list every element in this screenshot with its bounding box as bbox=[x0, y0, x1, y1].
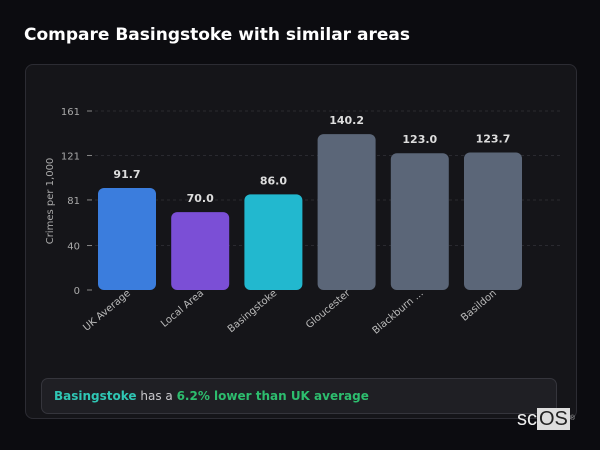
x-tick-label: Blackburn ... bbox=[371, 288, 426, 337]
summary-text: has a bbox=[136, 389, 177, 403]
bar-basingstoke bbox=[244, 194, 303, 290]
data-label: 70.0 bbox=[187, 192, 214, 205]
x-tick-label: Basingstoke bbox=[226, 288, 279, 335]
bar-local-area bbox=[171, 212, 230, 290]
summary-delta: 6.2% lower than UK average bbox=[176, 389, 369, 403]
bar-basildon bbox=[464, 152, 522, 290]
watermark-logo: sc OS ® bbox=[517, 408, 576, 430]
data-label: 123.7 bbox=[476, 132, 511, 145]
data-label: 86.0 bbox=[260, 174, 287, 187]
y-axis-label: Crimes per 1,000 bbox=[45, 158, 56, 245]
x-tick-label: Gloucester bbox=[304, 287, 353, 331]
y-tick-label: 0 bbox=[74, 286, 80, 297]
comparison-summary: Basingstoke has a 6.2% lower than UK ave… bbox=[41, 378, 557, 414]
summary-city: Basingstoke bbox=[54, 389, 137, 403]
y-tick-label: 161 bbox=[61, 107, 80, 118]
x-tick-label: Basildon bbox=[459, 288, 499, 324]
data-label: 140.2 bbox=[329, 114, 364, 127]
data-label: 123.0 bbox=[402, 133, 437, 146]
x-tick-label: Local Area bbox=[159, 288, 206, 330]
bar-uk-average bbox=[98, 188, 156, 290]
x-tick-label: UK Average bbox=[81, 288, 133, 334]
data-label: 91.7 bbox=[113, 168, 140, 181]
y-tick-label: 121 bbox=[61, 151, 80, 162]
bar-gloucester bbox=[317, 134, 376, 290]
page-title: Compare Basingstoke with similar areas bbox=[24, 25, 410, 45]
y-tick-label: 81 bbox=[67, 196, 80, 207]
bar-blackburn- bbox=[390, 153, 449, 290]
y-tick-label: 40 bbox=[67, 242, 80, 253]
